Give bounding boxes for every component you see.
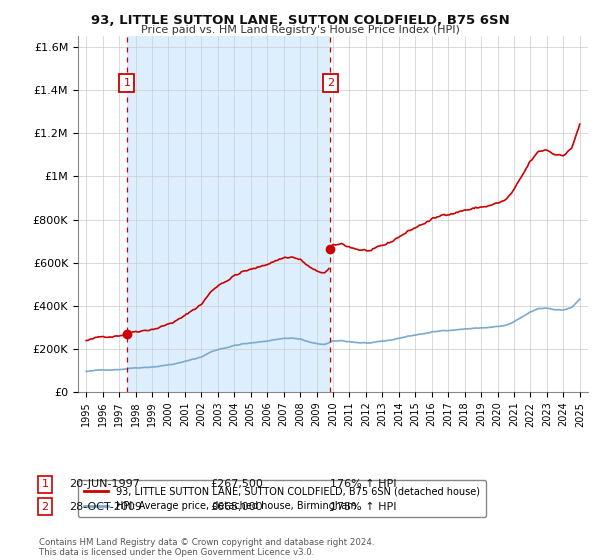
Legend: 93, LITTLE SUTTON LANE, SUTTON COLDFIELD, B75 6SN (detached house), HPI: Average: 93, LITTLE SUTTON LANE, SUTTON COLDFIELD… (78, 480, 485, 517)
Bar (127, 36, 330, 392)
Text: 20-JUN-1997: 20-JUN-1997 (69, 479, 140, 489)
Text: 28-OCT-2009: 28-OCT-2009 (69, 502, 142, 512)
Text: 93, LITTLE SUTTON LANE, SUTTON COLDFIELD, B75 6SN: 93, LITTLE SUTTON LANE, SUTTON COLDFIELD… (91, 14, 509, 27)
Text: Contains HM Land Registry data © Crown copyright and database right 2024.
This d: Contains HM Land Registry data © Crown c… (39, 538, 374, 557)
Text: 175% ↑ HPI: 175% ↑ HPI (330, 502, 397, 512)
Text: 2: 2 (326, 78, 334, 87)
Text: Price paid vs. HM Land Registry's House Price Index (HPI): Price paid vs. HM Land Registry's House … (140, 25, 460, 35)
Text: 2: 2 (41, 502, 49, 512)
Text: 1: 1 (41, 479, 49, 489)
Text: 1: 1 (124, 78, 130, 87)
Text: £665,000: £665,000 (210, 502, 263, 512)
Text: £267,500: £267,500 (210, 479, 263, 489)
Text: 176% ↑ HPI: 176% ↑ HPI (330, 479, 397, 489)
